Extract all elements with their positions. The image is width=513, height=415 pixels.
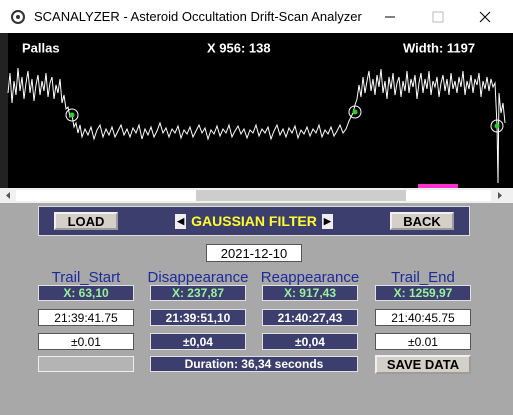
window-title: SCANALYZER - Asteroid Occultation Drift-… — [34, 9, 362, 24]
cursor-readout: X 956: 138 — [207, 40, 271, 55]
next-filter[interactable]: ▶ — [321, 213, 333, 229]
filter-selector[interactable]: ◀ GAUSSIAN FILTER ▶ — [166, 212, 342, 230]
time-field[interactable]: 21:40:27,43 — [262, 309, 358, 326]
error-field[interactable]: ±0.01 — [375, 333, 471, 350]
column-header: Reappearance — [260, 269, 360, 286]
column-header: Trail_Start — [51, 269, 121, 286]
empty-field — [38, 356, 134, 372]
plot: Pallas X 956: 138 Width: 1197 — [0, 33, 513, 203]
time-field[interactable]: 21:39:51,10 — [150, 309, 246, 326]
time-field[interactable]: 21:40:45.75 — [375, 309, 471, 326]
x-position: X: 1259,97 — [375, 285, 471, 301]
error-field[interactable]: ±0,04 — [262, 333, 358, 350]
duration: Duration: 36,34 seconds — [150, 356, 358, 372]
x-position: X: 917,43 — [262, 285, 358, 301]
title-bar: SCANALYZER - Asteroid Occultation Drift-… — [0, 0, 513, 33]
x-position: X: 237,87 — [150, 285, 246, 301]
app-icon — [11, 10, 25, 24]
date-field[interactable]: 2021-12-10 — [206, 244, 302, 262]
window-controls[interactable] — [380, 8, 505, 26]
prev-filter[interactable]: ◀ — [175, 213, 187, 229]
column-header: Disappearance — [147, 269, 249, 286]
x-position: X: 63,10 — [38, 285, 134, 301]
filter-name: GAUSSIAN FILTER — [191, 213, 317, 229]
load-button[interactable]: LOAD — [54, 212, 118, 230]
time-field[interactable]: 21:39:41.75 — [38, 309, 134, 326]
back-button[interactable]: BACK — [390, 212, 454, 230]
error-field[interactable]: ±0.01 — [38, 333, 134, 350]
save-button[interactable]: SAVE DATA — [375, 355, 471, 374]
object-name: Pallas — [22, 40, 60, 55]
error-field[interactable]: ±0,04 — [150, 333, 246, 350]
column-header: Trail_End — [391, 269, 455, 286]
width-readout: Width: 1197 — [403, 40, 475, 55]
